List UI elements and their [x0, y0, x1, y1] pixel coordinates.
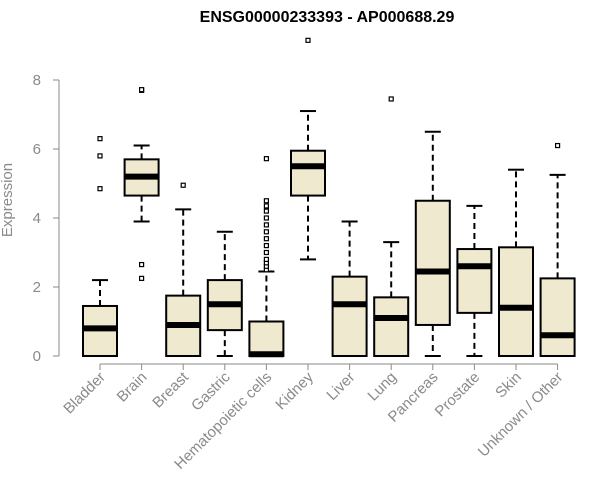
x-tick-label: Liver	[323, 369, 358, 404]
x-tick-label: Skin	[492, 369, 525, 402]
box-iqr	[414, 199, 451, 326]
box-group	[248, 156, 285, 358]
x-tick-label: Prostate	[432, 369, 484, 421]
box-iqr	[290, 149, 326, 197]
box-group	[165, 182, 202, 357]
y-tick-label: 2	[33, 279, 41, 296]
x-tick-label: Bladder	[60, 369, 109, 418]
outlier-point	[97, 153, 103, 159]
outlier-point	[305, 37, 311, 43]
outlier-point	[554, 142, 561, 149]
outlier-point	[180, 182, 186, 188]
outlier-point	[263, 215, 269, 221]
y-tick-label: 8	[33, 72, 41, 89]
axes: 0 2 4 6 8	[33, 72, 559, 370]
box-iqr	[331, 275, 368, 357]
box-group	[414, 130, 451, 357]
outlier-point	[263, 256, 269, 262]
box-group	[206, 230, 243, 357]
box-group	[82, 136, 118, 358]
box-iqr	[539, 277, 576, 357]
box-group	[331, 220, 368, 357]
box-group	[290, 37, 326, 261]
x-tick-label: Breast	[149, 368, 192, 411]
y-tick-label: 4	[33, 210, 41, 227]
outlier-point	[139, 261, 145, 268]
box-series	[82, 37, 576, 358]
y-tick-label: 0	[33, 348, 41, 365]
outlier-point	[263, 198, 269, 204]
outlier-point	[139, 275, 145, 281]
outlier-point	[263, 203, 269, 209]
box-group	[539, 142, 576, 357]
outlier-point	[97, 136, 103, 142]
outlier-point	[139, 87, 145, 93]
outlier-point	[263, 208, 269, 214]
outlier-point	[263, 156, 269, 162]
y-tick-label: 6	[33, 141, 41, 158]
box-group	[123, 87, 160, 281]
box-group	[456, 204, 493, 357]
box-iqr	[498, 246, 534, 357]
outlier-point	[263, 222, 269, 228]
y-axis-label: Expression	[0, 163, 16, 237]
outlier-point	[388, 96, 394, 102]
outlier-point	[263, 243, 269, 249]
box-group	[498, 168, 534, 357]
outlier-point	[263, 249, 269, 256]
x-tick-label: Kidney	[272, 368, 317, 413]
outlier-point	[263, 236, 269, 242]
box-iqr	[248, 320, 285, 357]
outlier-point	[263, 229, 269, 235]
outlier-point	[97, 186, 103, 192]
box-iqr	[373, 296, 410, 358]
chart-title: ENSG00000233393 - AP000688.29	[200, 9, 455, 26]
box-iqr	[456, 248, 493, 314]
box-group	[373, 96, 410, 358]
x-tick-label: Brain	[114, 369, 151, 406]
x-tick-label: Lung	[364, 369, 400, 405]
